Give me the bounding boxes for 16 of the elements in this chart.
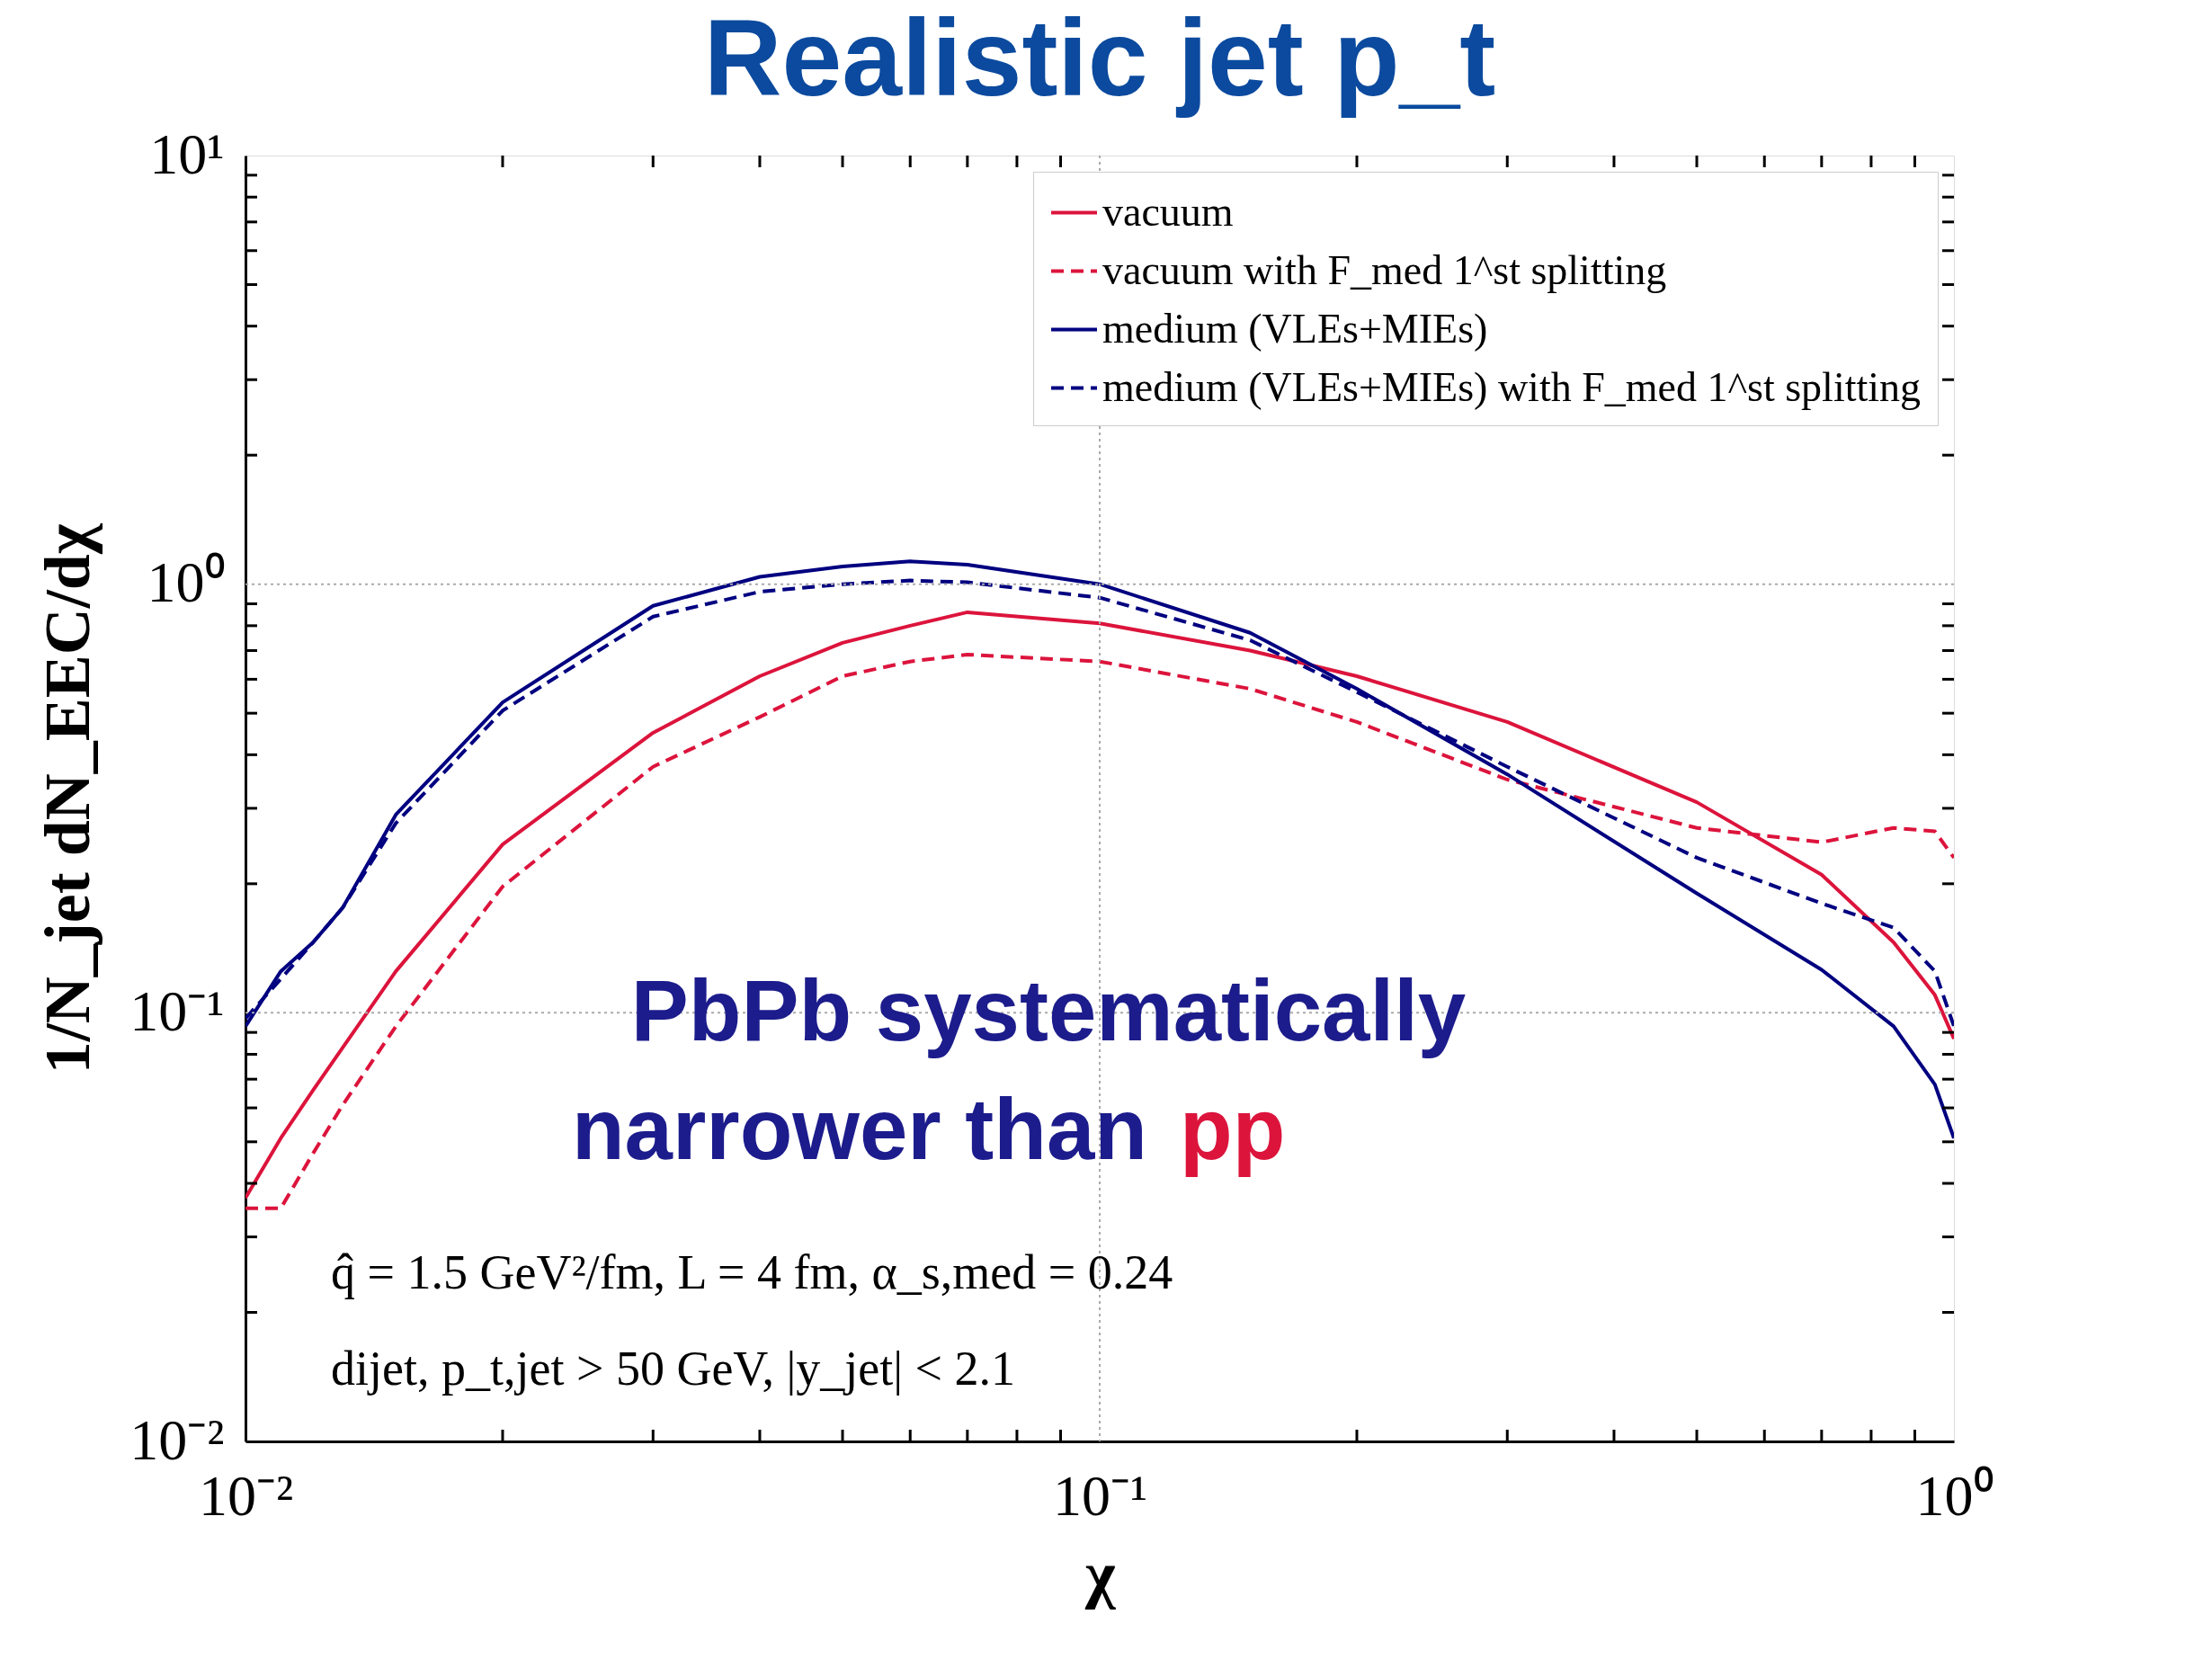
y-tick-label: 10¹ (149, 121, 225, 186)
x-tick-label: 10⁰ (1915, 1463, 1993, 1528)
annotation: narrower than pp (571, 1080, 1286, 1177)
y-tick-label: 10⁰ (147, 550, 225, 615)
annotation: PbPb systematically (630, 962, 1467, 1059)
annotation: q̂ = 1.5 GeV²/fm, L = 4 fm, α_s,med = 0.24 (331, 1245, 1173, 1300)
legend-label: vacuum with F_med 1^st splitting (1102, 246, 1667, 293)
x-axis-title: χ (1084, 1538, 1116, 1610)
legend-label: medium (VLEs+MIEs) (1102, 305, 1488, 352)
chart-title: Realistic jet p_t (703, 0, 1496, 118)
legend-label: vacuum (1102, 188, 1234, 235)
legend-label: medium (VLEs+MIEs) with F_med 1^st splitting (1102, 363, 1922, 410)
annotation: dijet, p_t,jet > 50 GeV, |y_jet| < 2.1 (331, 1342, 1015, 1396)
y-axis-title: 1/N_jet dN_EEC/dχ (31, 523, 104, 1075)
y-tick-label: 10⁻¹ (129, 978, 225, 1043)
x-tick-label: 10⁻¹ (1052, 1463, 1148, 1528)
